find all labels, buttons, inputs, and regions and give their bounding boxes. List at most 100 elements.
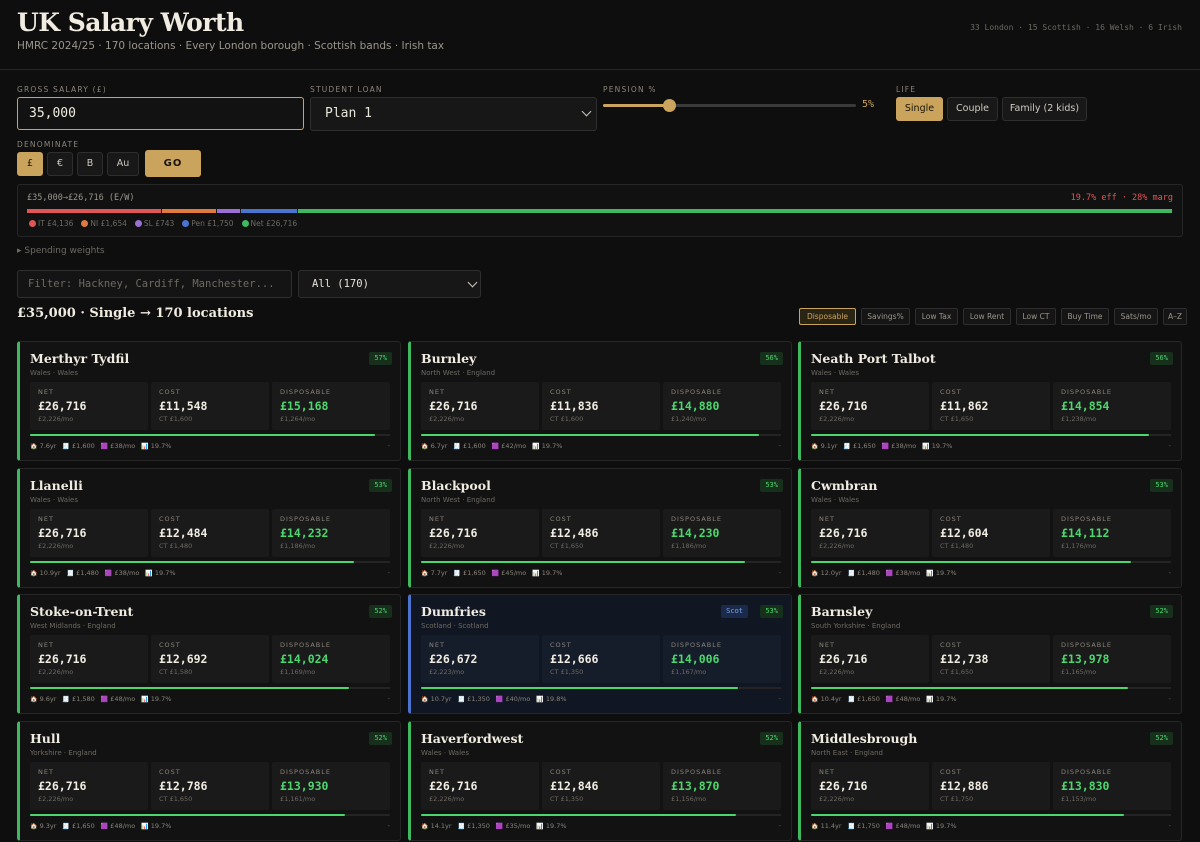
stat-value: £1,600 (71, 442, 95, 450)
sort-option[interactable]: Sats/mo (1114, 308, 1158, 325)
gross-salary-input[interactable]: 35,000 (17, 97, 304, 130)
box-sub: £1,165/mo (1061, 668, 1097, 676)
sort-option[interactable]: Savings% (861, 308, 910, 325)
disposable-progress-fill (811, 434, 1150, 436)
life-option-family[interactable]: Family (2 kids) (1002, 97, 1087, 121)
stat-value: £1,480 (76, 569, 99, 577)
pension-slider-track[interactable] (603, 104, 856, 107)
location-card[interactable]: Cwmbran Wales · Wales 53% NET £26,716 £2,226/… (798, 468, 1182, 588)
box-sub: £1,161/mo (280, 795, 316, 803)
stat-value: £35/mo (505, 822, 531, 830)
location-card[interactable]: Merthyr Tydfil Wales · Wales 57% NET £26,716… (17, 341, 401, 461)
box-sub: £1,167/mo (671, 668, 707, 676)
box-label: COST (159, 768, 181, 776)
chart-icon: 📊 (141, 696, 149, 703)
box-sub: £2,226/mo (38, 415, 74, 423)
disposable-box: DISPOSABLE £14,230 £1,186/mo (663, 509, 781, 557)
card-more: - (778, 822, 781, 830)
location-card[interactable]: Blackpool North West · England 53% NET £26,7… (408, 468, 792, 588)
box-label: COST (940, 388, 962, 396)
card-more: - (387, 442, 390, 450)
spending-weights-label: Spending weights (24, 246, 105, 256)
location-card[interactable]: Neath Port Talbot Wales · Wales 56% NET £26,… (798, 341, 1182, 461)
denominate-eur[interactable]: € (47, 152, 73, 176)
spending-weights-toggle[interactable]: ▸ Spending weights (17, 246, 105, 256)
cost-box: COST £12,886 CT £1,750 (932, 762, 1050, 810)
sort-option[interactable]: Low Tax (915, 308, 958, 325)
breakdown-legend: IT £4,136 NI £1,654 SL £743 Pen £1,750 Net £… (29, 218, 297, 228)
life-option-couple[interactable]: Couple (947, 97, 998, 121)
box-label: NET (38, 768, 54, 776)
stat-value: £38/mo (891, 442, 917, 450)
scottish-tax-badge: Scot (721, 605, 748, 618)
location-card[interactable]: Stoke-on-Trent West Midlands · England 52%… (17, 594, 401, 714)
box-sub: CT £1,650 (159, 795, 193, 803)
box-sub: £2,226/mo (429, 415, 465, 423)
go-button[interactable]: GO (145, 150, 201, 177)
stat-value: £48/mo (110, 822, 136, 830)
stat-item: 📊 19.7% (926, 695, 956, 703)
box-value: £13,830 (1061, 779, 1110, 793)
location-name: Merthyr Tydfil (30, 351, 130, 366)
box-sub: £2,226/mo (819, 795, 855, 803)
box-value: £14,880 (671, 399, 720, 413)
cost-box: COST £12,666 CT £1,350 (542, 635, 660, 683)
net-box: NET £26,716 £2,226/mo (30, 635, 148, 683)
box-sub: CT £1,750 (940, 795, 974, 803)
sort-option[interactable]: Low CT (1016, 308, 1056, 325)
legend-dot (241, 219, 249, 227)
box-sub: £2,226/mo (38, 795, 74, 803)
chart-icon: 📊 (145, 570, 153, 577)
denominate-gbp[interactable]: £ (17, 152, 43, 176)
location-card[interactable]: Dumfries Scotland · Scotland 53% Scot NET £26… (408, 594, 792, 714)
life-option-single[interactable]: Single (896, 97, 943, 121)
disposable-progress-fill (811, 814, 1125, 816)
life-label: LIFE (896, 85, 917, 94)
house-icon: 🏠 (30, 443, 38, 450)
net-box: NET £26,716 £2,226/mo (811, 635, 929, 683)
box-sub: £2,226/mo (429, 542, 465, 550)
results-heading: £35,000 · Single → 170 locations (17, 306, 254, 321)
box-label: DISPOSABLE (671, 641, 722, 649)
stat-value: 19.7% (935, 695, 957, 703)
stat-item: 🟪 £40/mo (496, 695, 530, 703)
disposable-box: DISPOSABLE £14,006 £1,167/mo (663, 635, 781, 683)
location-card[interactable]: Middlesbrough North East · England 52% NET £… (798, 721, 1182, 841)
stat-value: 19.7% (150, 822, 172, 830)
chart-icon: 📊 (926, 696, 934, 703)
location-card[interactable]: Barnsley South Yorkshire · England 52% NET £… (798, 594, 1182, 714)
denominate-btc[interactable]: B (77, 152, 103, 176)
stat-value: £38/mo (895, 569, 921, 577)
legend-label: Pen £1,750 (191, 218, 234, 228)
disposable-box: DISPOSABLE £15,168 £1,264/mo (272, 382, 390, 430)
box-label: DISPOSABLE (280, 641, 331, 649)
sort-option[interactable]: Low Rent (963, 308, 1011, 325)
region-select[interactable]: All (170) (298, 270, 481, 298)
disposable-box: DISPOSABLE £13,978 £1,165/mo (1053, 635, 1171, 683)
location-card[interactable]: Burnley North West · England 56% NET £26,716… (408, 341, 792, 461)
location-name: Neath Port Talbot (811, 351, 936, 366)
stat-item: 🧾 £1,650 (848, 695, 880, 703)
sort-option[interactable]: A–Z (1163, 308, 1187, 325)
student-loan-select[interactable]: Plan 1 (310, 97, 597, 131)
stat-item: 📊 19.7% (141, 695, 171, 703)
receipt-icon: 🧾 (847, 570, 856, 577)
pension-slider-handle[interactable] (663, 99, 676, 112)
location-filter-input[interactable]: Filter: Hackney, Cardiff, Manchester... (17, 270, 292, 298)
location-card[interactable]: Haverfordwest Wales · Wales 52% NET £26,716 £… (408, 721, 792, 841)
denominate-gold[interactable]: Au (107, 152, 139, 176)
box-label: NET (429, 388, 445, 396)
legend-dot (81, 219, 89, 227)
box-label: NET (429, 515, 445, 523)
box-value: £26,716 (819, 399, 868, 413)
stat-value: £42/mo (501, 442, 527, 450)
location-card[interactable]: Hull Yorkshire · England 52% NET £26,716 £2,2… (17, 721, 401, 841)
sort-option[interactable]: Buy Time (1061, 308, 1109, 325)
box-value: £14,006 (671, 652, 720, 666)
location-card[interactable]: Llanelli Wales · Wales 53% NET £26,716 £2,226… (17, 468, 401, 588)
cost-box: COST £11,836 CT £1,600 (542, 382, 660, 430)
sort-option[interactable]: Disposable (799, 308, 856, 325)
breakdown-rates: 19.7% eff · 28% marg (1070, 193, 1173, 203)
stat-item: 🏠 12.0yr (811, 569, 842, 577)
stat-item: 📊 19.7% (145, 569, 175, 577)
